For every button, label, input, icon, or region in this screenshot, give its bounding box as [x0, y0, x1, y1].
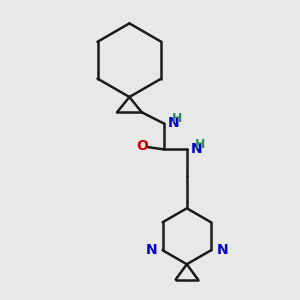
Text: O: O	[137, 140, 148, 154]
Text: N: N	[190, 142, 202, 156]
Text: H: H	[195, 138, 205, 151]
Text: N: N	[216, 243, 228, 257]
Text: H: H	[172, 112, 182, 125]
Text: N: N	[146, 243, 157, 257]
Text: N: N	[168, 116, 179, 130]
